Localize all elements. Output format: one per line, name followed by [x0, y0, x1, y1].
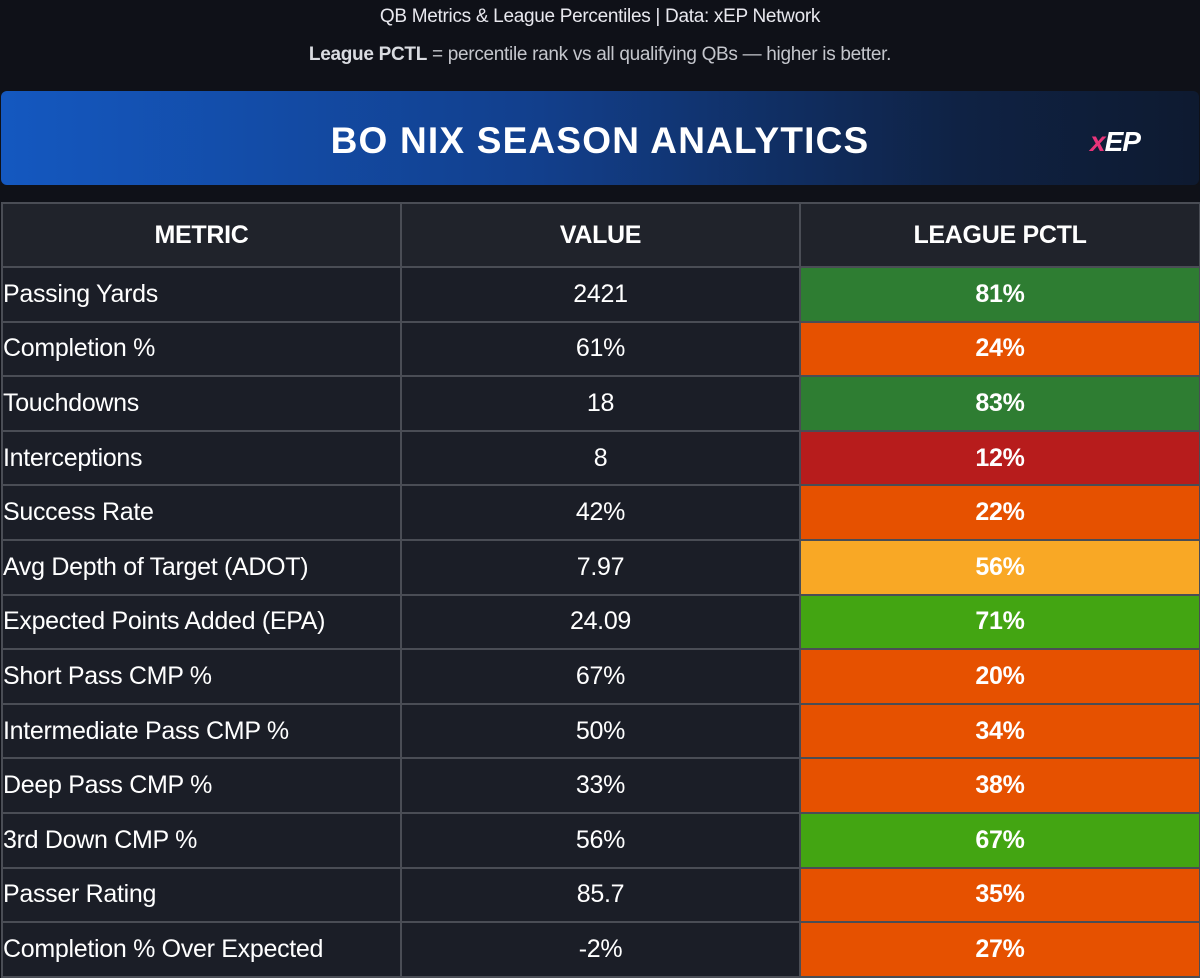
- percentile-cell: 12%: [799, 429, 1200, 487]
- table-row: Success Rate 42% 22%: [1, 484, 1200, 541]
- table-row: Intermediate Pass CMP % 50% 34%: [1, 702, 1200, 760]
- percentile-cell: 81%: [799, 266, 1200, 323]
- logo-ep: EP: [1104, 126, 1141, 157]
- value-cell: 42%: [400, 484, 801, 541]
- column-header-metric: METRIC: [1, 202, 402, 268]
- value-cell: 56%: [400, 811, 801, 869]
- value-cell: 67%: [400, 648, 801, 705]
- value-cell: 8: [400, 429, 801, 487]
- table-row: Passer Rating 85.7 35%: [1, 866, 1200, 924]
- table-row: Expected Points Added (EPA) 24.09 71%: [1, 593, 1200, 651]
- percentile-cell: 34%: [799, 702, 1200, 760]
- table-row: Touchdowns 18 83%: [1, 375, 1200, 432]
- table-row: Avg Depth of Target (ADOT) 7.97 56%: [1, 538, 1200, 596]
- value-cell: -2%: [400, 921, 801, 978]
- column-header-value: VALUE: [400, 202, 801, 268]
- value-cell: 2421: [400, 266, 801, 323]
- metric-cell: Passing Yards: [1, 266, 402, 323]
- table-row: Interceptions 8 12%: [1, 429, 1200, 487]
- value-cell: 18: [400, 375, 801, 432]
- table-header-row: METRIC VALUE LEAGUE PCTL: [1, 202, 1200, 268]
- percentile-cell: 20%: [799, 648, 1200, 705]
- metric-cell: Avg Depth of Target (ADOT): [1, 538, 402, 596]
- table-row: Short Pass CMP % 67% 20%: [1, 648, 1200, 705]
- metric-cell: Touchdowns: [1, 375, 402, 432]
- percentile-cell: 56%: [799, 538, 1200, 596]
- value-cell: 33%: [400, 757, 801, 814]
- metric-cell: Expected Points Added (EPA): [1, 593, 402, 651]
- page-subtitle: QB Metrics & League Percentiles | Data: …: [379, 6, 821, 27]
- metrics-table: METRIC VALUE LEAGUE PCTL Passing Yards 24…: [1, 202, 1200, 978]
- legend-term: League PCTL: [308, 44, 427, 65]
- legend-note: League PCTL = percentile rank vs all qua…: [0, 44, 1200, 66]
- metric-cell: Interceptions: [1, 429, 402, 487]
- metric-cell: 3rd Down CMP %: [1, 811, 402, 869]
- metric-cell: Completion % Over Expected: [1, 921, 402, 978]
- value-cell: 24.09: [400, 593, 801, 651]
- metric-cell: Intermediate Pass CMP %: [1, 702, 402, 760]
- table-row: Passing Yards 2421 81%: [1, 266, 1200, 323]
- percentile-cell: 35%: [799, 866, 1200, 924]
- title-banner: BO NIX SEASON ANALYTICS: [1, 91, 1199, 185]
- percentile-cell: 27%: [799, 921, 1200, 978]
- percentile-cell: 83%: [799, 375, 1200, 432]
- column-header-league-pctl: LEAGUE PCTL: [799, 202, 1200, 268]
- table-row: 3rd Down CMP % 56% 67%: [1, 811, 1200, 869]
- legend-text: = percentile rank vs all qualifying QBs …: [427, 44, 892, 65]
- metric-cell: Passer Rating: [1, 866, 402, 924]
- table-row: Completion % Over Expected -2% 27%: [1, 921, 1200, 978]
- metric-cell: Deep Pass CMP %: [1, 757, 402, 814]
- percentile-cell: 67%: [799, 811, 1200, 869]
- metric-cell: Success Rate: [1, 484, 402, 541]
- value-cell: 50%: [400, 702, 801, 760]
- metric-cell: Completion %: [1, 320, 402, 378]
- percentile-cell: 38%: [799, 757, 1200, 814]
- logo-x: x: [1090, 126, 1106, 157]
- metric-cell: Short Pass CMP %: [1, 648, 402, 705]
- table-row: Deep Pass CMP % 33% 38%: [1, 757, 1200, 814]
- table-row: Completion % 61% 24%: [1, 320, 1200, 378]
- percentile-cell: 24%: [799, 320, 1200, 378]
- value-cell: 85.7: [400, 866, 801, 924]
- page-title: BO NIX SEASON ANALYTICS: [330, 120, 870, 161]
- xep-logo: xEP: [1090, 125, 1164, 159]
- percentile-cell: 22%: [799, 484, 1200, 541]
- percentile-cell: 71%: [799, 593, 1200, 651]
- value-cell: 61%: [400, 320, 801, 378]
- value-cell: 7.97: [400, 538, 801, 596]
